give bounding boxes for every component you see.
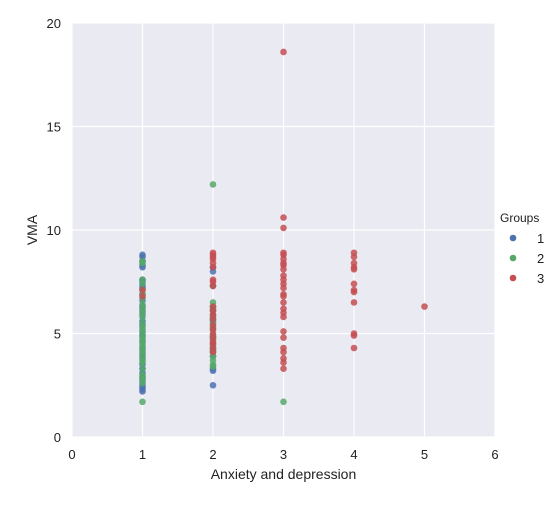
data-point-group-2 (209, 363, 217, 370)
data-point-group-3 (421, 303, 428, 310)
data-point-group-3 (280, 334, 287, 341)
x-tick-label: 2 (209, 447, 216, 462)
data-point-group-1 (209, 381, 217, 389)
data-point-group-3 (350, 280, 358, 288)
y-tick-label: 15 (47, 120, 61, 135)
legend: Groups 1 2 3 (500, 211, 544, 286)
x-axis-title: Anxiety and depression (211, 466, 357, 482)
x-tick-label: 3 (280, 447, 287, 462)
data-point-group-3 (280, 348, 287, 356)
data-point-group-3 (209, 315, 217, 323)
legend-marker-2 (509, 254, 517, 262)
legend-label-2: 2 (537, 251, 544, 266)
data-point-group-3 (280, 48, 287, 56)
data-point-group-3 (350, 344, 358, 352)
data-point-group-2 (139, 365, 146, 372)
x-tick-labels: 0 1 2 3 4 5 6 (68, 447, 498, 462)
data-point-group-2 (139, 280, 146, 288)
y-tick-label: 5 (54, 327, 61, 342)
data-points (139, 48, 428, 406)
data-point-group-2 (139, 359, 146, 366)
data-point-group-3 (350, 299, 358, 306)
x-tick-label: 1 (139, 447, 146, 462)
x-tick-label: 4 (350, 447, 357, 462)
data-point-group-2 (280, 398, 287, 406)
data-point-group-3 (280, 292, 287, 300)
data-point-group-3 (280, 284, 287, 292)
data-point-group-3 (209, 348, 217, 356)
data-point-group-2 (139, 259, 146, 267)
data-point-group-3 (280, 328, 287, 335)
data-point-group-2 (139, 313, 146, 321)
data-point-group-3 (280, 365, 287, 372)
data-point-group-3 (350, 288, 358, 296)
legend-marker-1 (509, 234, 517, 242)
data-point-group-3 (209, 263, 217, 271)
data-point-group-3 (280, 313, 287, 321)
y-tick-labels: 0 5 10 15 20 (47, 16, 61, 445)
data-point-group-3 (280, 224, 287, 232)
x-tick-label: 6 (491, 447, 498, 462)
data-point-group-3 (139, 286, 146, 294)
x-tick-label: 0 (68, 447, 75, 462)
y-tick-label: 10 (47, 223, 61, 238)
legend-label-3: 3 (537, 271, 544, 286)
x-tick-label: 5 (421, 447, 428, 462)
data-point-group-3 (280, 299, 287, 306)
data-point-group-3 (209, 282, 217, 290)
y-axis-title: VMA (24, 214, 40, 245)
legend-marker-3 (509, 274, 517, 282)
data-point-group-2 (139, 398, 146, 406)
data-point-group-3 (280, 214, 287, 221)
data-point-group-3 (350, 253, 358, 261)
legend-label-1: 1 (537, 231, 544, 246)
y-tick-label: 0 (54, 430, 61, 445)
data-point-group-2 (209, 181, 217, 188)
data-point-group-2 (139, 379, 146, 387)
data-point-group-3 (139, 292, 146, 300)
data-point-group-3 (280, 359, 287, 366)
data-point-group-3 (350, 332, 358, 339)
legend-title: Groups (500, 211, 539, 225)
data-point-group-1 (139, 388, 146, 395)
data-point-group-3 (350, 266, 358, 273)
y-tick-label: 20 (47, 16, 61, 31)
data-point-group-3 (280, 266, 287, 273)
